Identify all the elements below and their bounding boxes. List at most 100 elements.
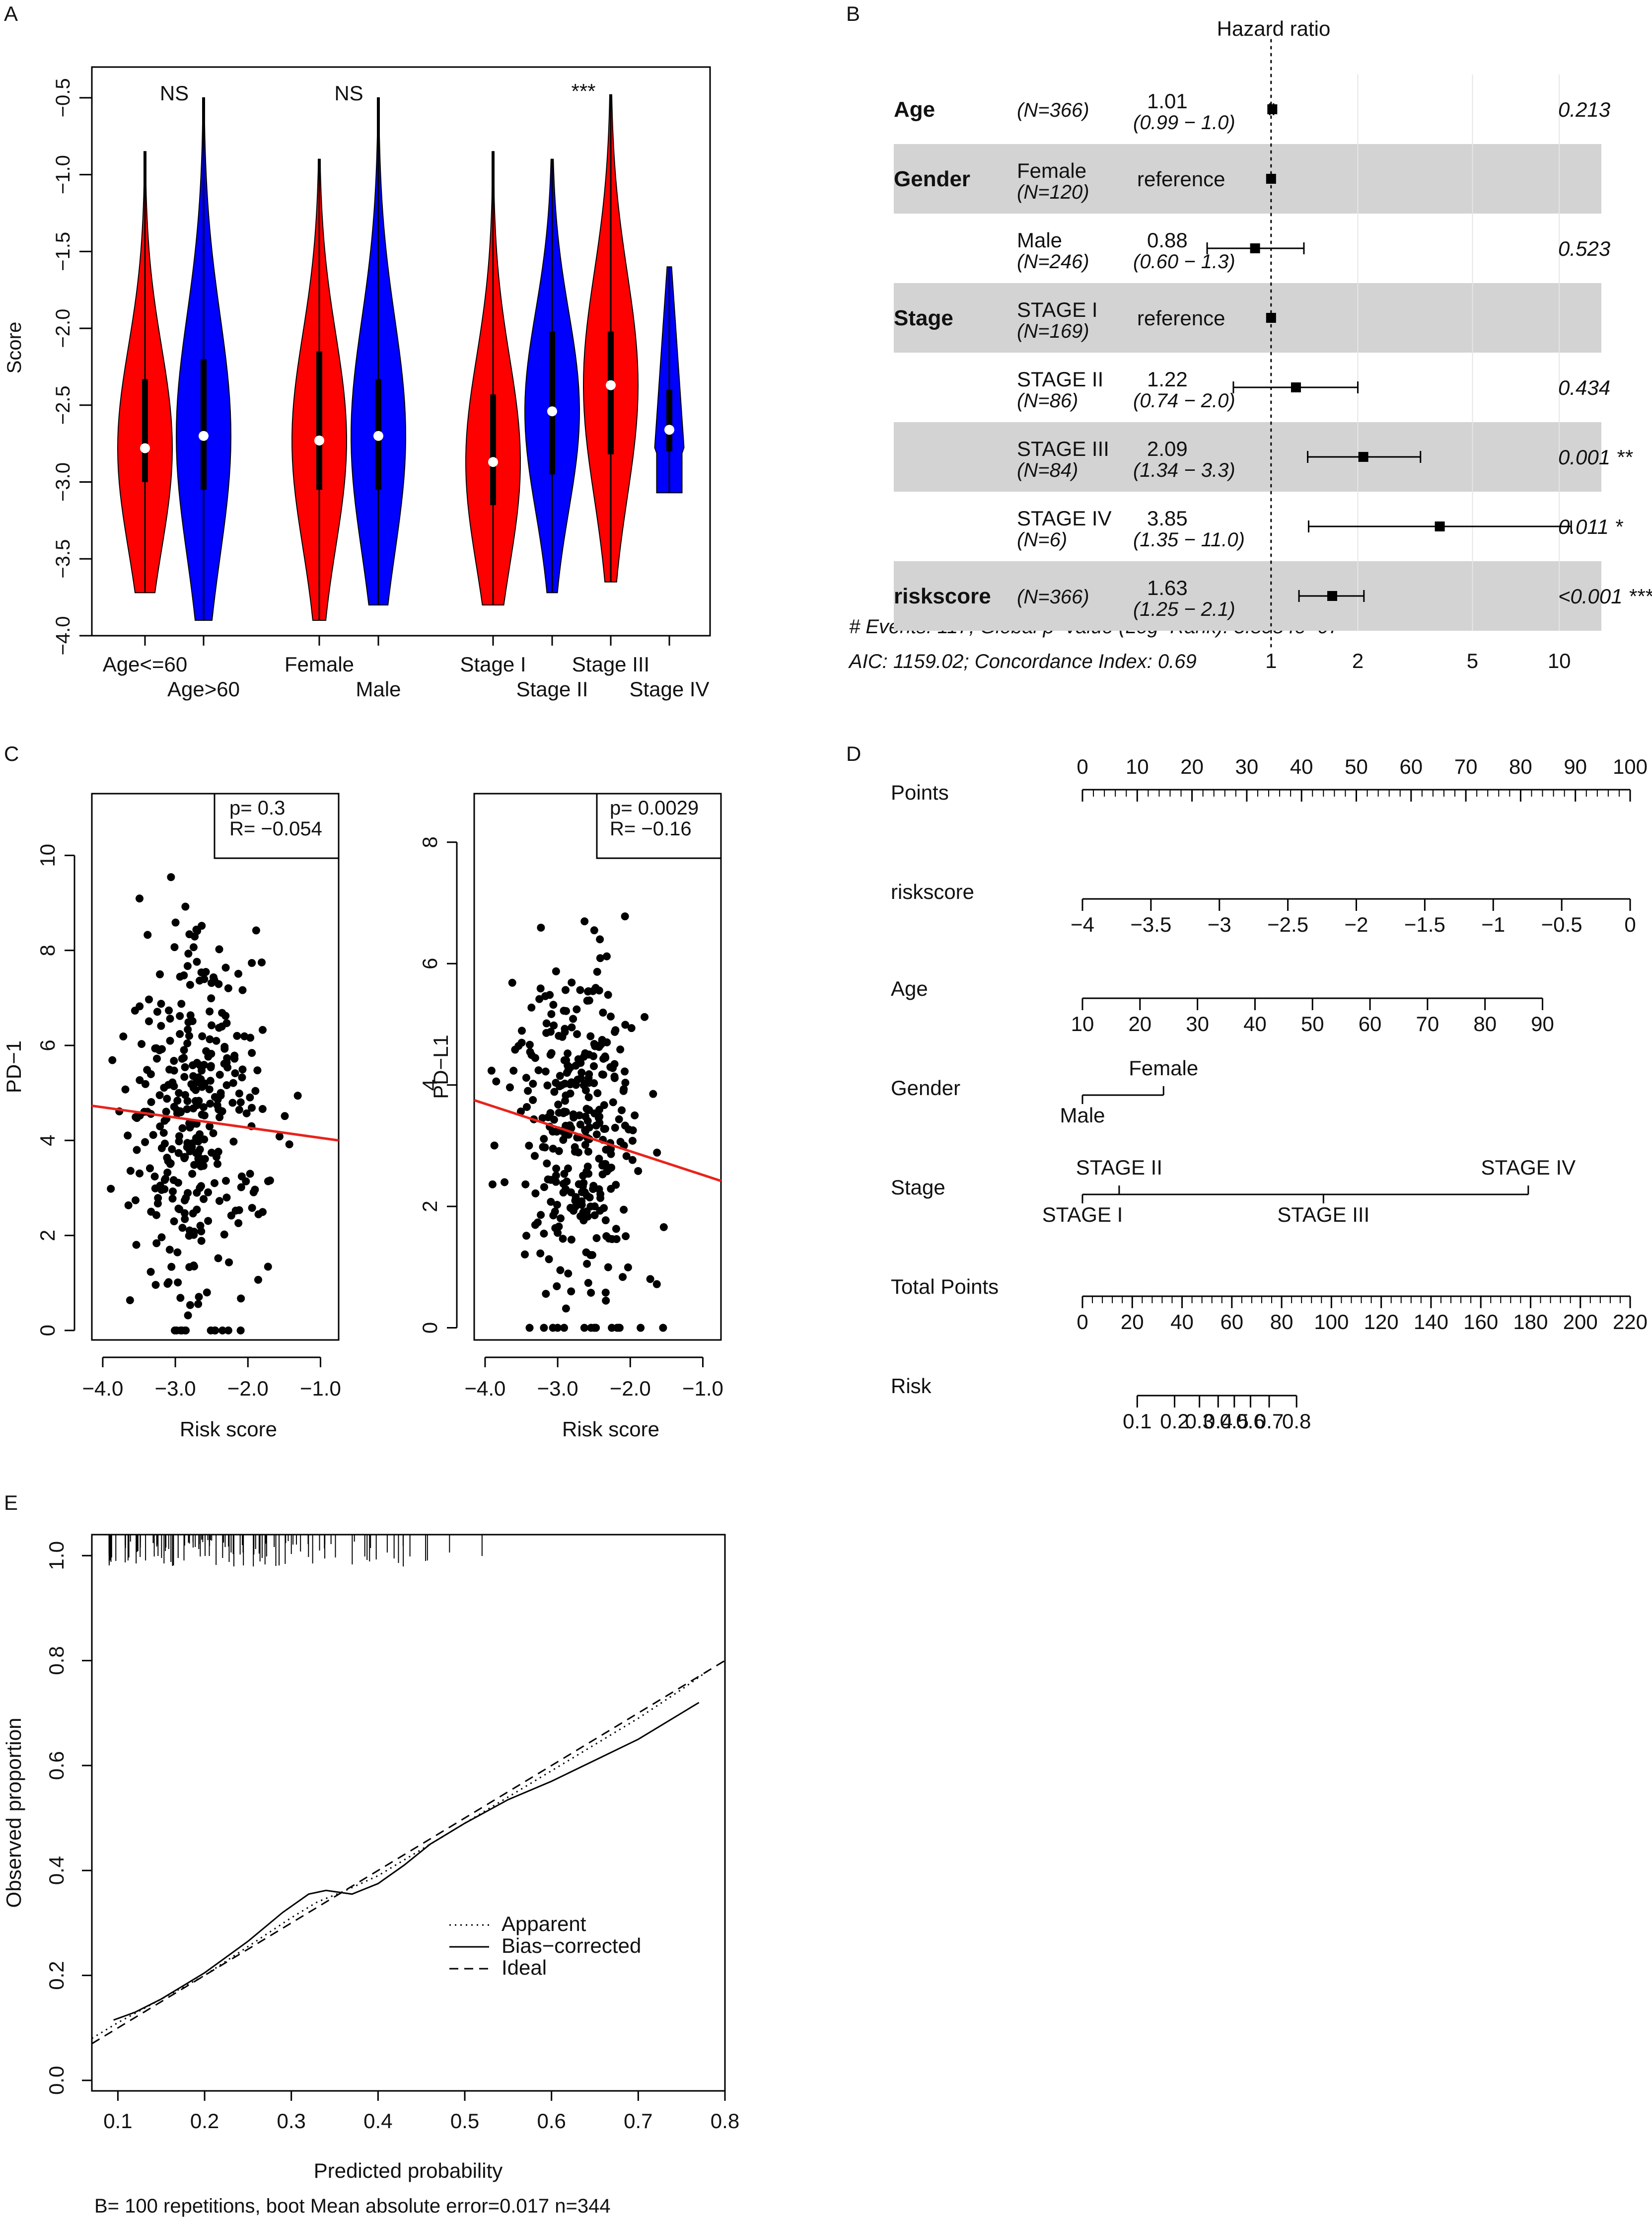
scatter-point xyxy=(529,1080,537,1088)
forest-ci: (1.34 − 3.3) xyxy=(1133,459,1235,481)
scatter-point xyxy=(246,1170,254,1178)
scatter-point xyxy=(215,1024,223,1032)
scatter-point xyxy=(216,1089,225,1097)
forest-variable: riskscore xyxy=(894,584,991,608)
scatter-point xyxy=(566,1204,575,1212)
nomogram-row-label: Stage xyxy=(891,1176,945,1199)
nomogram-tick-label: 0.2 xyxy=(1160,1409,1189,1433)
nomogram-tick-label: 70 xyxy=(1416,1012,1439,1036)
scatter-point xyxy=(152,1211,161,1219)
forest-xtick-label: 2 xyxy=(1352,649,1364,672)
scatter-point xyxy=(550,1021,558,1030)
scatter-point xyxy=(199,1103,208,1111)
scatter-point xyxy=(595,1106,603,1114)
scatter-point xyxy=(537,1211,545,1219)
scatter-point xyxy=(649,1090,657,1098)
scatter-point xyxy=(554,1229,562,1237)
nomogram-tick-label: −2.5 xyxy=(1267,913,1308,936)
nomogram-tick-label: 0.4 xyxy=(1204,1409,1232,1433)
scatter-point xyxy=(184,950,193,958)
scatter-point xyxy=(562,1091,570,1100)
violin-median xyxy=(606,380,616,390)
scatter-point xyxy=(641,1013,649,1021)
scatter-ytick-label: 8 xyxy=(418,836,441,848)
scatter-point xyxy=(490,1141,499,1150)
scatter-point xyxy=(186,980,194,989)
scatter-point xyxy=(221,963,230,972)
scatter-point xyxy=(581,1141,589,1149)
scatter-point xyxy=(222,1193,231,1202)
scatter-point xyxy=(646,1275,654,1283)
scatter-point xyxy=(182,1326,190,1334)
calibration-legend-label: Apparent xyxy=(502,1912,586,1935)
scatter-point xyxy=(517,1027,526,1035)
scatter-point xyxy=(174,1149,183,1157)
scatter-point xyxy=(585,1070,593,1078)
violin-ytick-label: −1.0 xyxy=(52,155,74,194)
scatter-point xyxy=(218,1009,226,1017)
scatter-point xyxy=(242,1109,251,1117)
nomogram-tick-label: −2 xyxy=(1345,913,1368,936)
scatter-point xyxy=(531,1189,540,1197)
forest-xtick-label: 5 xyxy=(1467,649,1478,672)
scatter-point xyxy=(157,1185,166,1194)
scatter-point xyxy=(556,1266,565,1274)
scatter-point xyxy=(595,986,603,995)
scatter-point xyxy=(590,926,598,935)
calibration-xtick-label: 0.1 xyxy=(103,2109,132,2133)
scatter-point xyxy=(211,1179,219,1187)
scatter-point xyxy=(602,952,611,961)
scatter-point xyxy=(254,1275,262,1284)
scatter-point xyxy=(584,1279,592,1287)
scatter-point xyxy=(175,1205,184,1213)
scatter-point xyxy=(126,1296,134,1305)
scatter-point xyxy=(176,1294,185,1302)
scatter-point xyxy=(189,1072,198,1080)
scatter-point xyxy=(264,1177,272,1185)
scatter-point xyxy=(206,1077,215,1085)
scatter-point xyxy=(621,912,629,921)
scatter-point xyxy=(235,1089,243,1098)
forest-point xyxy=(1266,313,1276,323)
scatter-point xyxy=(173,1097,182,1105)
forest-n: (N=120) xyxy=(1017,181,1089,203)
nomogram-tick-label: 40 xyxy=(1290,755,1313,778)
scatter-point xyxy=(212,1036,220,1045)
calibration-xtick-label: 0.3 xyxy=(277,2109,306,2133)
scatter-point xyxy=(190,1231,198,1239)
scatter-point xyxy=(586,1202,595,1211)
nomogram-tick-label: 90 xyxy=(1531,1012,1554,1036)
scatter-point xyxy=(501,1178,509,1186)
scatter-point xyxy=(561,1131,570,1139)
forest-ci: (1.35 − 11.0) xyxy=(1133,529,1245,551)
scatter-point xyxy=(559,1235,567,1243)
scatter-point xyxy=(281,1112,289,1120)
calibration-xtick-label: 0.2 xyxy=(190,2109,219,2133)
scatter-point xyxy=(170,943,179,952)
scatter-point xyxy=(598,1170,607,1179)
scatter-point xyxy=(180,1046,188,1054)
calibration-frame xyxy=(91,1534,726,2092)
violin-ytick-label: −1.5 xyxy=(52,232,74,271)
scatter-point xyxy=(561,1025,569,1033)
scatter-point xyxy=(234,1219,243,1227)
calibration-ytick-label: 0.0 xyxy=(45,2066,68,2095)
scatter-point xyxy=(231,1069,239,1077)
scatter-point xyxy=(540,1229,548,1238)
scatter-point xyxy=(552,1164,561,1173)
scatter-point xyxy=(517,1038,526,1047)
scatter-point xyxy=(165,1006,173,1015)
scatter-ytick-label: 4 xyxy=(418,1079,441,1091)
scatter-point xyxy=(583,996,591,1005)
scatter-fit-line xyxy=(91,1104,339,1142)
scatter-point xyxy=(237,1172,246,1181)
scatter-point xyxy=(536,1249,545,1258)
scatter-ytick-label: 6 xyxy=(418,958,441,969)
nomogram-row-label: Age xyxy=(891,977,928,1000)
scatter-point xyxy=(539,1143,547,1151)
nomogram-tick-label: −1.5 xyxy=(1404,913,1445,936)
forest-hr: reference xyxy=(1137,167,1225,191)
scatter-point xyxy=(258,1105,267,1113)
scatter-point xyxy=(175,1132,184,1140)
